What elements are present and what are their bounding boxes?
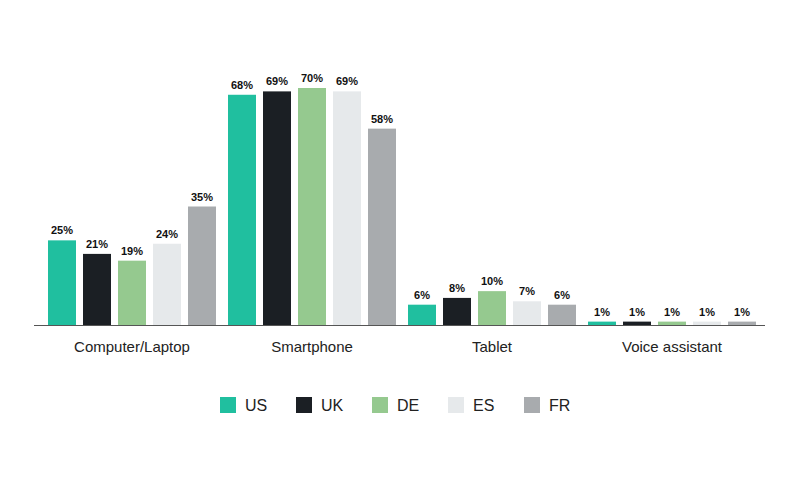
legend: US UK DE ES FR — [220, 397, 570, 414]
data-label: 70% — [301, 72, 323, 84]
data-label: 69% — [336, 75, 358, 87]
bar — [588, 322, 616, 325]
data-label: 35% — [191, 191, 213, 203]
category-label: Voice assistant — [622, 338, 723, 355]
data-label: 58% — [371, 113, 393, 125]
baseline — [34, 325, 765, 326]
bar — [333, 91, 361, 325]
legend-swatch — [524, 397, 540, 413]
legend-swatch — [220, 397, 236, 413]
bar — [48, 240, 76, 325]
bar — [443, 298, 471, 325]
legend-swatch — [372, 397, 388, 413]
data-label: 25% — [51, 224, 73, 236]
data-label: 24% — [156, 228, 178, 240]
data-label: 1% — [629, 306, 645, 318]
data-label: 21% — [86, 238, 108, 250]
category-label: Computer/Laptop — [74, 338, 190, 355]
category-label: Tablet — [472, 338, 513, 355]
bar — [83, 254, 111, 325]
bars — [48, 88, 756, 325]
legend-swatch — [296, 397, 312, 413]
bar — [118, 261, 146, 325]
data-label: 7% — [519, 285, 535, 297]
bar — [188, 207, 216, 326]
data-label: 69% — [266, 75, 288, 87]
bar — [658, 322, 686, 325]
bar — [623, 322, 651, 325]
data-label: 6% — [554, 289, 570, 301]
bar — [693, 322, 721, 325]
data-label: 8% — [449, 282, 465, 294]
data-labels: 25% 21% 19% 24% 35% 68% 69% 70% 69% 58% 6% 8% 10% 7% 6… — [51, 72, 750, 318]
data-label: 1% — [594, 306, 610, 318]
bar — [153, 244, 181, 325]
bar — [513, 301, 541, 325]
bar — [548, 305, 576, 325]
bar — [368, 129, 396, 325]
bar — [478, 291, 506, 325]
category-label: Smartphone — [271, 338, 353, 355]
legend-label: US — [245, 397, 267, 414]
legend-label: DE — [397, 397, 419, 414]
legend-swatch — [448, 397, 464, 413]
bar — [728, 322, 756, 325]
bar — [263, 91, 291, 325]
data-label: 10% — [481, 275, 503, 287]
data-label: 1% — [734, 306, 750, 318]
legend-label: UK — [321, 397, 344, 414]
data-label: 1% — [664, 306, 680, 318]
data-label: 6% — [414, 289, 430, 301]
chart-container: 25% 21% 19% 24% 35% 68% 69% 70% 69% 58% 6% 8% 10% 7% 6… — [0, 0, 800, 482]
bar — [408, 305, 436, 325]
data-label: 1% — [699, 306, 715, 318]
legend-label: ES — [473, 397, 494, 414]
data-label: 68% — [231, 79, 253, 91]
bar — [298, 88, 326, 325]
data-label: 19% — [121, 245, 143, 257]
legend-label: FR — [549, 397, 570, 414]
chart: 25% 21% 19% 24% 35% 68% 69% 70% 69% 58% 6% 8% 10% 7% 6… — [0, 0, 800, 482]
bar — [228, 95, 256, 325]
